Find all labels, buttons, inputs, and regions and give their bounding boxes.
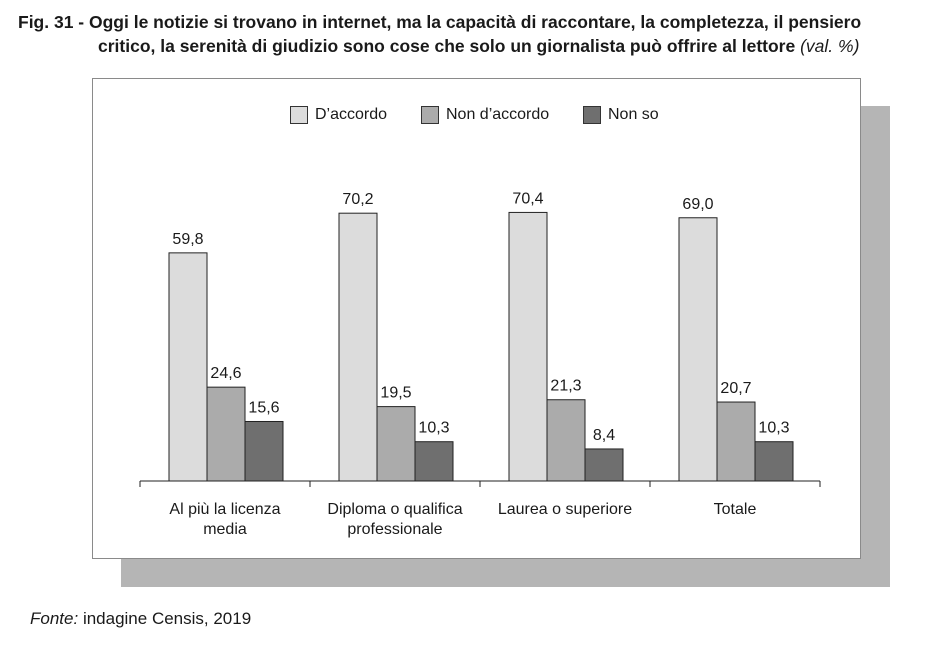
legend-item-non-d-accordo: Non d’accordo bbox=[421, 106, 549, 124]
category-label-2-line1: Diploma o qualifica bbox=[327, 501, 462, 518]
figure-title: Fig. 31 - Oggi le notizie si trovano in … bbox=[18, 10, 938, 58]
legend-item-non-so: Non so bbox=[583, 106, 659, 124]
bar-1-1 bbox=[168, 252, 208, 482]
figure-unit: (val. %) bbox=[800, 36, 860, 56]
value-label-3-2: 10,3 bbox=[418, 420, 449, 437]
legend-swatch-non-d-accordo bbox=[421, 106, 439, 124]
value-label-1-2: 70,2 bbox=[342, 191, 373, 208]
value-label-3-1: 15,6 bbox=[248, 399, 279, 416]
chart-legend: D’accordo Non d’accordo Non so bbox=[0, 106, 951, 130]
value-label-3-4: 10,3 bbox=[758, 420, 789, 437]
bar-1-4 bbox=[678, 217, 718, 482]
value-label-1-3: 70,4 bbox=[512, 190, 543, 207]
category-label-1-line1: Al più la licenza bbox=[169, 501, 280, 518]
bar-3-2 bbox=[414, 441, 454, 482]
category-label-2-line2: professionale bbox=[347, 521, 442, 538]
bar-2-4 bbox=[716, 401, 756, 482]
category-label-4: Totale bbox=[714, 501, 757, 518]
category-label-1-line2: media bbox=[203, 521, 247, 538]
source-text: indagine Censis, 2019 bbox=[82, 609, 252, 628]
legend-swatch-d-accordo bbox=[290, 106, 308, 124]
value-label-2-1: 24,6 bbox=[210, 365, 241, 382]
bar-2-2 bbox=[376, 406, 416, 482]
figure-title-line1: Oggi le notizie si trovano in internet, … bbox=[89, 12, 862, 32]
bar-1-3 bbox=[508, 211, 548, 482]
bar-2-1 bbox=[206, 386, 246, 482]
bar-3-3 bbox=[584, 448, 624, 482]
value-label-1-1: 59,8 bbox=[172, 231, 203, 248]
value-label-2-4: 20,7 bbox=[720, 380, 751, 397]
bar-3-1 bbox=[244, 420, 284, 482]
category-label-3: Laurea o superiore bbox=[498, 501, 632, 518]
bar-1-2 bbox=[338, 212, 378, 482]
legend-item-d-accordo: D’accordo bbox=[290, 106, 387, 124]
value-label-2-3: 21,3 bbox=[550, 378, 581, 395]
legend-label-non-so: Non so bbox=[608, 106, 659, 123]
bar-2-3 bbox=[546, 399, 586, 482]
legend-label-non-d-accordo: Non d’accordo bbox=[446, 106, 550, 123]
figure-title-line2-wrap: critico, la serenità di giudizio sono co… bbox=[18, 34, 938, 58]
bar-3-4 bbox=[754, 441, 794, 482]
value-label-3-3: 8,4 bbox=[593, 427, 615, 444]
legend-label-d-accordo: D’accordo bbox=[315, 106, 388, 123]
figure-number: Fig. 31 - bbox=[18, 12, 85, 32]
value-label-2-2: 19,5 bbox=[380, 385, 411, 402]
source-note: Fonte: indagine Censis, 2019 bbox=[30, 609, 251, 629]
figure-title-line2: critico, la serenità di giudizio sono co… bbox=[98, 36, 796, 56]
source-label: Fonte: bbox=[30, 609, 79, 628]
legend-swatch-non-so bbox=[583, 106, 601, 124]
value-label-1-4: 69,0 bbox=[682, 196, 713, 213]
